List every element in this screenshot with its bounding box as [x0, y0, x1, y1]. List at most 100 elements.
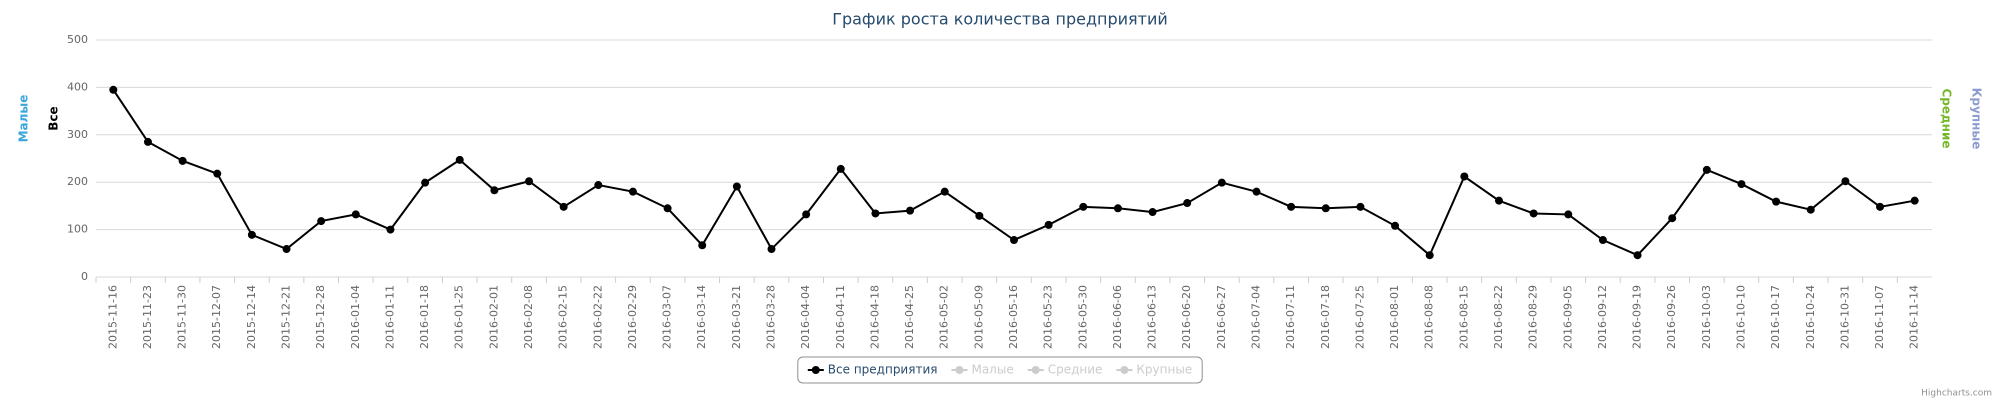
point	[1633, 251, 1642, 260]
point	[1806, 205, 1815, 214]
point	[1598, 236, 1607, 245]
y-tick-label: 400	[67, 80, 88, 93]
legend-box	[797, 356, 1203, 384]
point	[975, 211, 984, 220]
point	[525, 177, 534, 186]
x-tick-label: 2016-09-26	[1665, 285, 1678, 349]
x-tick-label: 2016-10-24	[1804, 285, 1817, 349]
point	[767, 245, 776, 254]
x-tick-label: 2016-11-14	[1908, 285, 1921, 349]
point	[1460, 172, 1469, 181]
y-tick-label: 100	[67, 223, 88, 236]
x-tick-label: 2015-12-14	[245, 285, 258, 349]
point	[594, 181, 603, 190]
x-tick-label: 2016-01-11	[383, 285, 396, 349]
x-tick-label: 2016-05-23	[1042, 285, 1055, 349]
legend-marker	[1120, 366, 1129, 374]
x-tick-label: 2016-07-11	[1284, 285, 1297, 349]
x-tick-label: 2016-02-08	[522, 285, 535, 349]
x-tick-label: 2016-06-13	[1146, 285, 1159, 349]
point	[247, 230, 256, 239]
x-tick-label: 2016-05-09	[972, 285, 985, 349]
x-tick-label: 2016-04-25	[903, 285, 916, 349]
x-tick-label: 2016-02-15	[557, 285, 570, 349]
x-tick-label: 2016-08-29	[1527, 285, 1540, 349]
legend-item[interactable]: Малые	[971, 363, 1013, 377]
point	[351, 210, 360, 219]
x-tick-label: 2016-08-01	[1388, 285, 1401, 349]
point	[663, 204, 672, 213]
series-line	[112, 89, 1915, 257]
x-tick-label: 2016-07-04	[1249, 285, 1262, 349]
x-tick-label: 2015-11-16	[106, 285, 119, 349]
x-tick-label: 2016-10-10	[1734, 285, 1747, 349]
x-tick-label: 2016-09-19	[1631, 285, 1644, 349]
chart-title: График роста количества предприятий	[832, 10, 1168, 29]
x-tick-label: 2015-12-28	[314, 285, 327, 349]
point	[1425, 251, 1434, 260]
credits[interactable]: Highcharts.com	[1921, 389, 1992, 399]
point	[109, 85, 118, 94]
axis-title: Средние	[1940, 88, 1954, 148]
point	[1910, 196, 1919, 205]
legend-marker	[811, 366, 820, 374]
x-tick-label: 2016-08-15	[1457, 285, 1470, 349]
point	[1564, 210, 1573, 219]
axis-title: Малые	[17, 95, 31, 143]
y-tick-label: 200	[67, 175, 88, 188]
point	[1702, 165, 1711, 174]
legend-item[interactable]: Средние	[1048, 363, 1103, 377]
x-tick-label: 2015-12-07	[210, 285, 223, 349]
legend-item[interactable]: Все предприятия	[828, 363, 938, 377]
x-tick-label: 2016-08-08	[1423, 285, 1436, 349]
x-tick-label: 2016-06-20	[1180, 285, 1193, 349]
x-tick-label: 2016-02-01	[487, 285, 500, 349]
x-tick-label: 2016-05-16	[1007, 285, 1020, 349]
x-tick-label: 2016-07-18	[1319, 285, 1332, 349]
point	[1010, 236, 1018, 245]
point	[282, 245, 291, 254]
point	[178, 156, 187, 165]
point	[1772, 197, 1781, 206]
legend: Все предприятия Малые Средние Крупные	[797, 356, 1203, 384]
x-tick-label: 2016-03-07	[661, 285, 674, 349]
point	[455, 155, 464, 164]
point	[1356, 202, 1365, 211]
point	[1252, 187, 1261, 196]
x-tick-label: 2016-10-03	[1700, 285, 1713, 349]
x-tick-label: 2016-05-30	[1076, 285, 1089, 349]
x-tick-label: 2016-11-07	[1873, 285, 1886, 349]
x-tick-label: 2015-12-21	[280, 285, 293, 349]
x-tick-label: 2016-01-18	[418, 285, 431, 349]
axis-title: Крупные	[1970, 88, 1984, 150]
point	[1668, 214, 1677, 223]
x-tick-label: 2016-08-22	[1492, 285, 1505, 349]
point	[732, 182, 741, 191]
point	[1321, 204, 1330, 213]
point	[836, 164, 845, 173]
x-tick-label: 2016-10-31	[1838, 285, 1851, 349]
point	[490, 186, 499, 195]
point	[802, 210, 811, 219]
legend-marker	[1031, 366, 1040, 374]
y-tick-label: 500	[67, 33, 88, 46]
point	[1737, 180, 1746, 189]
point	[628, 187, 637, 196]
x-tick-label: 2016-03-21	[730, 285, 743, 349]
point	[871, 209, 880, 218]
point	[1113, 204, 1122, 213]
y-tick-label: 300	[67, 128, 88, 141]
point	[940, 187, 949, 196]
point	[1079, 202, 1088, 211]
x-tick-label: 2015-11-23	[141, 285, 154, 349]
legend-item[interactable]: Крупные	[1136, 363, 1192, 377]
x-tick-label: 2016-02-29	[626, 285, 639, 349]
point	[1529, 209, 1538, 218]
x-tick-label: 2016-01-25	[453, 285, 466, 349]
x-tick-label: 2015-11-30	[176, 285, 189, 349]
x-tick-label: 2016-04-18	[868, 285, 881, 349]
x-tick-label: 2016-04-04	[799, 285, 812, 349]
point	[1217, 178, 1226, 187]
x-tick-label: 2016-09-05	[1561, 285, 1574, 349]
